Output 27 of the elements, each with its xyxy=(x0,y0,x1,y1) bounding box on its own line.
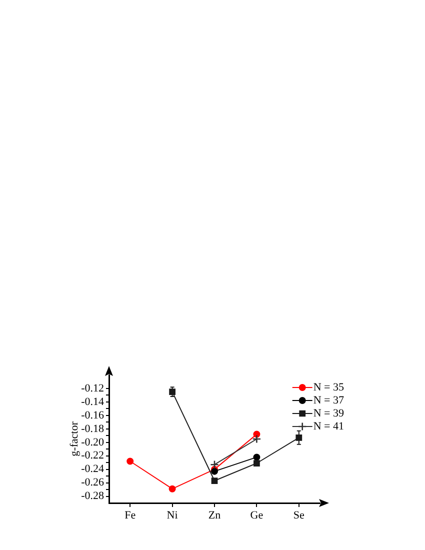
point xyxy=(296,434,302,441)
y-tick-label: -0.24 xyxy=(81,463,104,476)
x-tick-label: Ge xyxy=(250,509,264,522)
y-tick-label: -0.26 xyxy=(81,476,104,489)
x-tick-label: Ni xyxy=(166,509,178,522)
y-tick-label: -0.18 xyxy=(81,422,104,435)
y-tick-label: -0.14 xyxy=(81,396,104,408)
y-tick-label: -0.20 xyxy=(81,436,104,448)
x-tick-label: Se xyxy=(293,509,305,522)
legend-label: N = 35 xyxy=(313,381,344,394)
point xyxy=(210,460,219,470)
point xyxy=(126,458,134,465)
legend-label: N = 37 xyxy=(313,394,344,406)
point xyxy=(211,478,218,484)
point xyxy=(254,460,260,466)
x-tick-label: Fe xyxy=(124,509,136,522)
x-tick-label: Zn xyxy=(208,509,222,522)
legend-label: N = 39 xyxy=(313,407,344,420)
legend-label: N = 41 xyxy=(313,420,344,432)
y-tick-label: -0.28 xyxy=(81,490,104,502)
point xyxy=(168,485,176,492)
point xyxy=(252,434,262,444)
y-axis-title: g-factor xyxy=(68,421,80,456)
y-tick-label: -0.22 xyxy=(81,450,104,462)
y-tick-label: -0.16 xyxy=(81,409,104,422)
point xyxy=(253,454,260,461)
y-tick-label: -0.12 xyxy=(81,382,104,394)
